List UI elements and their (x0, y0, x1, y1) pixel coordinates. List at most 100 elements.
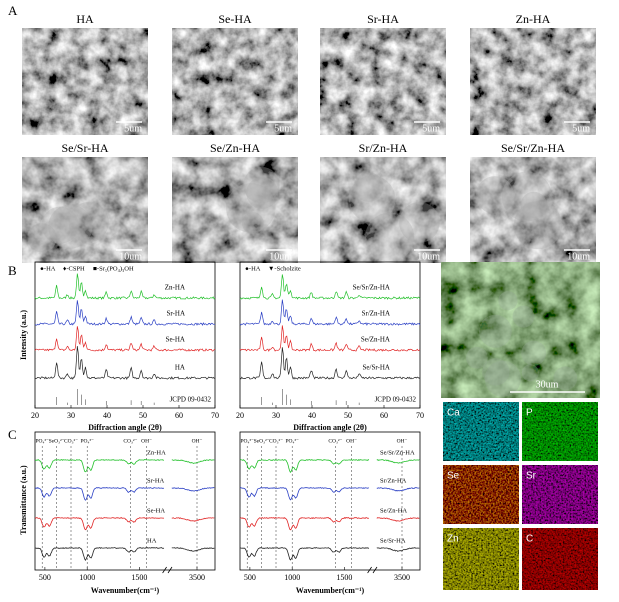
particle (246, 176, 279, 209)
curve-label: Se-HA (147, 507, 165, 514)
xrd-curve (239, 299, 421, 326)
curve-label: Sr-HA (147, 477, 165, 484)
x-tick-label: 70 (211, 411, 219, 420)
particle (353, 172, 384, 202)
band-label: OH⁻ (192, 438, 203, 444)
plot-frame (34, 261, 216, 409)
band-label: PO₄³⁻ (285, 438, 299, 444)
particle (399, 202, 440, 243)
element-label: Sr (526, 471, 537, 482)
band-label: PO₄³⁻ (35, 438, 49, 444)
particle (553, 366, 578, 391)
particle (498, 291, 518, 311)
xrd-curve (239, 274, 421, 300)
image-title: HA (76, 12, 94, 26)
x-tick-label: 1500 (336, 573, 352, 582)
particle (520, 191, 547, 218)
ftir-curve (239, 459, 370, 473)
ftir-curve (34, 517, 165, 531)
curve-label: Sr-HA (166, 310, 185, 318)
curve-label: Se/Sr/Zn-HA (353, 284, 390, 292)
legend: ▼-Scholzite (268, 265, 301, 272)
x-tick-label: 3500 (189, 573, 205, 582)
band-label: CO₃²⁻ (269, 438, 283, 444)
ftir-curve (34, 487, 164, 501)
particle (27, 223, 57, 253)
sem-image (320, 157, 446, 263)
particle (521, 340, 547, 366)
curve-label: Zn-HA (147, 449, 166, 456)
eds-image (441, 262, 600, 398)
particle (243, 166, 280, 204)
ftir-curve (171, 487, 215, 492)
particle (482, 358, 510, 386)
x-axis-label: Diffraction angle (2θ) (88, 423, 162, 432)
x-tick-label: 1500 (131, 573, 147, 582)
particle (501, 171, 552, 222)
image-title: Zn-HA (516, 12, 551, 26)
band-label: SeO₃²⁻ (254, 438, 270, 444)
particle (48, 204, 93, 249)
reference-label: JCPD 09-0432 (170, 396, 212, 404)
particle (512, 305, 535, 328)
y-axis-label: Transmittance (a.u.) (19, 465, 28, 535)
sem-image (22, 28, 148, 135)
element-label: C (526, 534, 533, 545)
curve-label: Se/Zn-HA (361, 336, 390, 344)
particle (41, 206, 79, 244)
sem-image (172, 28, 298, 135)
xrd-curve (34, 346, 216, 380)
x-tick-label: 1000 (284, 573, 300, 582)
x-tick-label: 500 (39, 573, 51, 582)
particle (226, 183, 276, 233)
x-tick-label: 30 (272, 411, 280, 420)
image-title: Se-HA (218, 12, 252, 26)
element-label: Se (447, 471, 460, 482)
particle (513, 201, 562, 250)
plot-frame (239, 261, 421, 409)
element-map (443, 465, 519, 524)
x-tick-label: 50 (139, 411, 147, 420)
ftir-curve (171, 459, 215, 464)
sem-image (470, 157, 596, 263)
legend: ●-HA (245, 265, 261, 272)
y-axis-label: Intensity (a.u.) (19, 310, 28, 360)
image-title: Sr/Zn-HA (359, 141, 408, 155)
ftir-curve (35, 459, 165, 473)
panel-label: C (8, 427, 17, 442)
ftir-curve (34, 547, 165, 561)
element-label: Zn (447, 534, 459, 545)
sem-image (172, 157, 298, 263)
band-label: OH⁻ (397, 438, 408, 444)
curve-label: Se-HA (166, 336, 185, 344)
scale-label: 10um (567, 251, 590, 262)
ftir-curve (171, 517, 215, 522)
particle (484, 360, 521, 397)
scale-label: 5um (124, 123, 142, 134)
element-map (443, 528, 519, 590)
x-tick-label: 60 (380, 411, 388, 420)
ftir-curve (376, 547, 420, 552)
curve-label: Sr/Zn-HA (362, 310, 390, 318)
image-title: Se/Zn-HA (210, 141, 260, 155)
band-label: CO₃²⁻ (328, 438, 342, 444)
scale-label: 5um (572, 123, 590, 134)
band-label: CO₃²⁻ (123, 438, 137, 444)
axis-break (167, 566, 173, 574)
particle (521, 364, 539, 382)
ftir-curve (376, 517, 420, 522)
particle (478, 314, 512, 348)
x-tick-label: 40 (103, 411, 111, 420)
ftir-curve (376, 487, 420, 492)
x-tick-label: 500 (244, 573, 256, 582)
scale-label: 5um (422, 123, 440, 134)
panel-label: A (8, 3, 18, 18)
curve-label: Sr/Zn-HA (380, 477, 407, 484)
band-label: CO₃²⁻ (64, 438, 78, 444)
axis-break (162, 566, 167, 574)
image-title: Sr-HA (367, 12, 399, 26)
xrd-curve (239, 347, 421, 380)
scale-label: 10um (417, 251, 440, 262)
